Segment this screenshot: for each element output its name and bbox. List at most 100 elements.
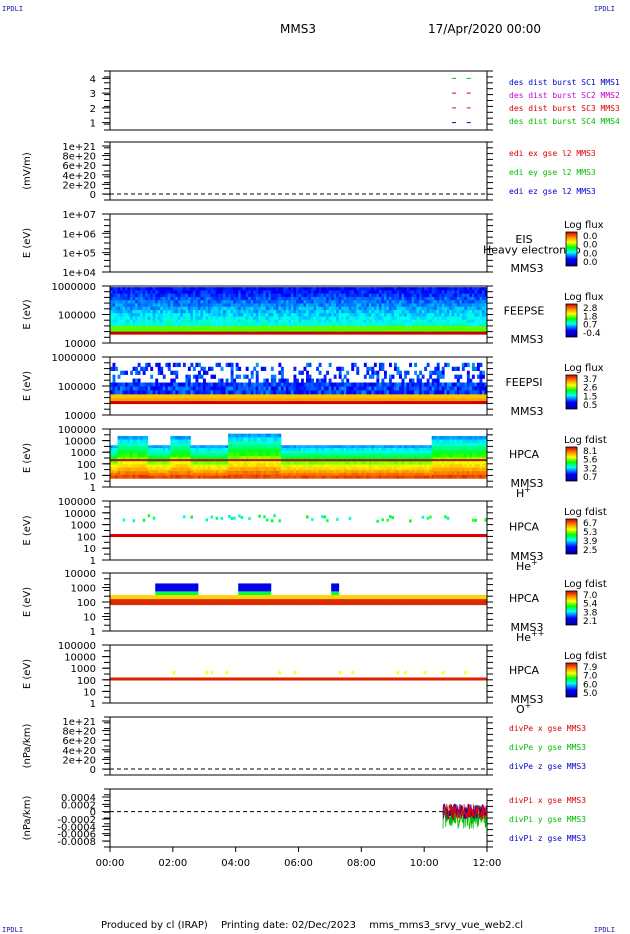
spectrogram-cell xyxy=(147,401,151,405)
spectrogram-cell xyxy=(255,448,259,453)
spectrogram-cell xyxy=(439,306,443,311)
spectrogram-cell xyxy=(213,319,216,324)
spectrogram-cell xyxy=(290,329,294,334)
spectrogram-cell xyxy=(381,329,385,334)
spectrogram-cell xyxy=(270,290,274,295)
spectrogram-cell xyxy=(115,309,118,314)
spectrogram-cell xyxy=(404,306,407,311)
spectrogram-cell xyxy=(439,293,443,298)
spectrogram-cell xyxy=(388,290,392,295)
spectrogram-cell xyxy=(293,461,297,465)
spectrogram-cell xyxy=(205,296,209,301)
spectrogram-cell xyxy=(318,290,322,295)
spectrogram-cell xyxy=(255,309,259,314)
spectrogram-cell xyxy=(411,287,415,291)
spectrogram-cell xyxy=(348,470,352,474)
spectrogram-cell xyxy=(406,306,410,311)
spectrogram-cell xyxy=(338,450,342,454)
spectrogram-cell xyxy=(429,306,433,311)
spectrogram-cell xyxy=(371,309,375,314)
spectrogram-cell xyxy=(265,382,269,387)
spectrogram-cell xyxy=(280,445,284,449)
spectrogram-cell xyxy=(356,445,360,449)
spectrogram-cell xyxy=(157,450,161,454)
spectrogram-cell xyxy=(361,401,365,405)
spectrogram-cell xyxy=(202,401,206,405)
spectrogram-cell xyxy=(444,287,448,291)
spectrogram-cell xyxy=(160,316,164,321)
spectrogram-cell xyxy=(260,329,264,334)
legend-entry: edi ey gse l2 MMS3 xyxy=(509,168,596,177)
spectrogram-cell xyxy=(343,290,347,295)
spectrogram-cell xyxy=(338,290,342,295)
y-tick-label: 10000 xyxy=(64,411,96,422)
spectrogram-cell xyxy=(260,326,264,330)
spectrogram-cell xyxy=(195,362,199,368)
spectrogram-cell xyxy=(180,303,184,308)
spectrogram-cell xyxy=(213,394,216,399)
spectrogram-cell xyxy=(446,287,450,291)
spectrogram-cell xyxy=(471,306,475,311)
spectrogram-cell xyxy=(127,296,131,301)
spectrogram-cell xyxy=(265,313,269,317)
spectrogram-cell xyxy=(162,329,166,334)
spectrogram-cell xyxy=(446,309,450,314)
spectrogram-cell xyxy=(180,450,184,455)
spectrogram-cell xyxy=(180,394,184,399)
spectrogram-cell xyxy=(210,303,214,308)
spectrogram-cell xyxy=(137,453,141,458)
spectrogram-cell xyxy=(328,447,332,452)
spectrogram-cell xyxy=(172,453,176,458)
spectrogram-cell xyxy=(378,306,382,311)
spectrogram-cell xyxy=(213,450,216,454)
spectrogram-cell xyxy=(122,457,126,462)
spectrogram-cell xyxy=(270,459,274,462)
spectrogram-cell xyxy=(255,452,259,457)
spectrogram-cell xyxy=(110,382,113,387)
spectrogram-cell xyxy=(424,386,428,391)
spectrogram-cell xyxy=(162,467,166,471)
spectrogram-cell xyxy=(293,290,297,295)
spectrogram-cell xyxy=(419,319,423,324)
spectrogram-cell xyxy=(122,450,126,455)
spectrogram-cell xyxy=(471,398,475,403)
spectrogram-cell xyxy=(185,401,189,405)
spectrogram-cell xyxy=(366,445,370,449)
spectrogram-cell xyxy=(233,319,237,324)
spectrogram-cell xyxy=(295,309,299,314)
spectrogram-cell xyxy=(268,474,272,479)
spectrogram-cell xyxy=(162,461,166,465)
spectrogram-cell xyxy=(210,306,214,311)
spectrogram-cell xyxy=(182,287,186,291)
spectrogram-cell xyxy=(464,394,468,399)
spectrogram-cell xyxy=(250,322,254,327)
spectrogram-cell xyxy=(323,459,327,462)
spectrogram-cell xyxy=(125,460,128,465)
spectrogram-cell xyxy=(441,386,445,391)
spectrogram-cell xyxy=(280,382,284,387)
spectrogram-cell xyxy=(205,445,209,449)
spectrogram-cell xyxy=(429,309,433,314)
spectrogram-cell xyxy=(368,472,372,476)
spectrogram-cell xyxy=(147,296,151,301)
spectrogram-cell xyxy=(117,313,121,317)
spectrogram-cell xyxy=(298,331,302,335)
spectrogram-cell xyxy=(301,319,304,324)
spectrogram-cell xyxy=(155,467,159,471)
spectrogram-cell xyxy=(366,300,370,304)
spectrogram-cell xyxy=(451,290,455,295)
spectrogram-cell xyxy=(215,472,219,476)
spectrogram-cell xyxy=(290,398,294,403)
spectrogram-cell xyxy=(348,475,352,479)
spectrogram-cell xyxy=(172,457,176,462)
spectrogram-cell xyxy=(371,290,375,295)
spectrogram-cell xyxy=(466,394,470,399)
spectrogram-cell xyxy=(378,394,382,399)
spectrogram-cell xyxy=(202,398,206,403)
spectrogram-cell xyxy=(145,362,149,368)
spectrogram-cell xyxy=(165,472,169,476)
spectrogram-cell xyxy=(343,382,347,387)
spectrogram-cell xyxy=(464,322,468,327)
spectrogram-cell xyxy=(444,313,448,317)
spectrogram-cell xyxy=(446,390,450,395)
